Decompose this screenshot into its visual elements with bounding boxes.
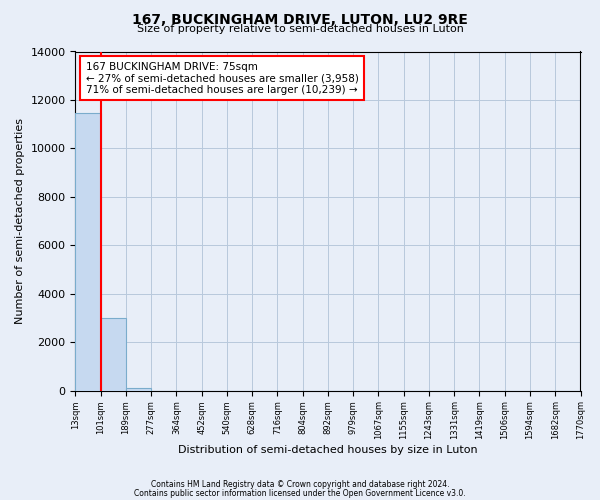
Text: Contains HM Land Registry data © Crown copyright and database right 2024.: Contains HM Land Registry data © Crown c… — [151, 480, 449, 489]
Text: Size of property relative to semi-detached houses in Luton: Size of property relative to semi-detach… — [137, 24, 463, 34]
Bar — [101, 318, 126, 390]
Y-axis label: Number of semi-detached properties: Number of semi-detached properties — [15, 118, 25, 324]
Text: 167 BUCKINGHAM DRIVE: 75sqm
← 27% of semi-detached houses are smaller (3,958)
71: 167 BUCKINGHAM DRIVE: 75sqm ← 27% of sem… — [86, 62, 358, 95]
Text: 167, BUCKINGHAM DRIVE, LUTON, LU2 9RE: 167, BUCKINGHAM DRIVE, LUTON, LU2 9RE — [132, 12, 468, 26]
Bar — [76, 114, 101, 390]
Bar — [126, 388, 151, 390]
X-axis label: Distribution of semi-detached houses by size in Luton: Distribution of semi-detached houses by … — [178, 445, 478, 455]
Text: Contains public sector information licensed under the Open Government Licence v3: Contains public sector information licen… — [134, 488, 466, 498]
